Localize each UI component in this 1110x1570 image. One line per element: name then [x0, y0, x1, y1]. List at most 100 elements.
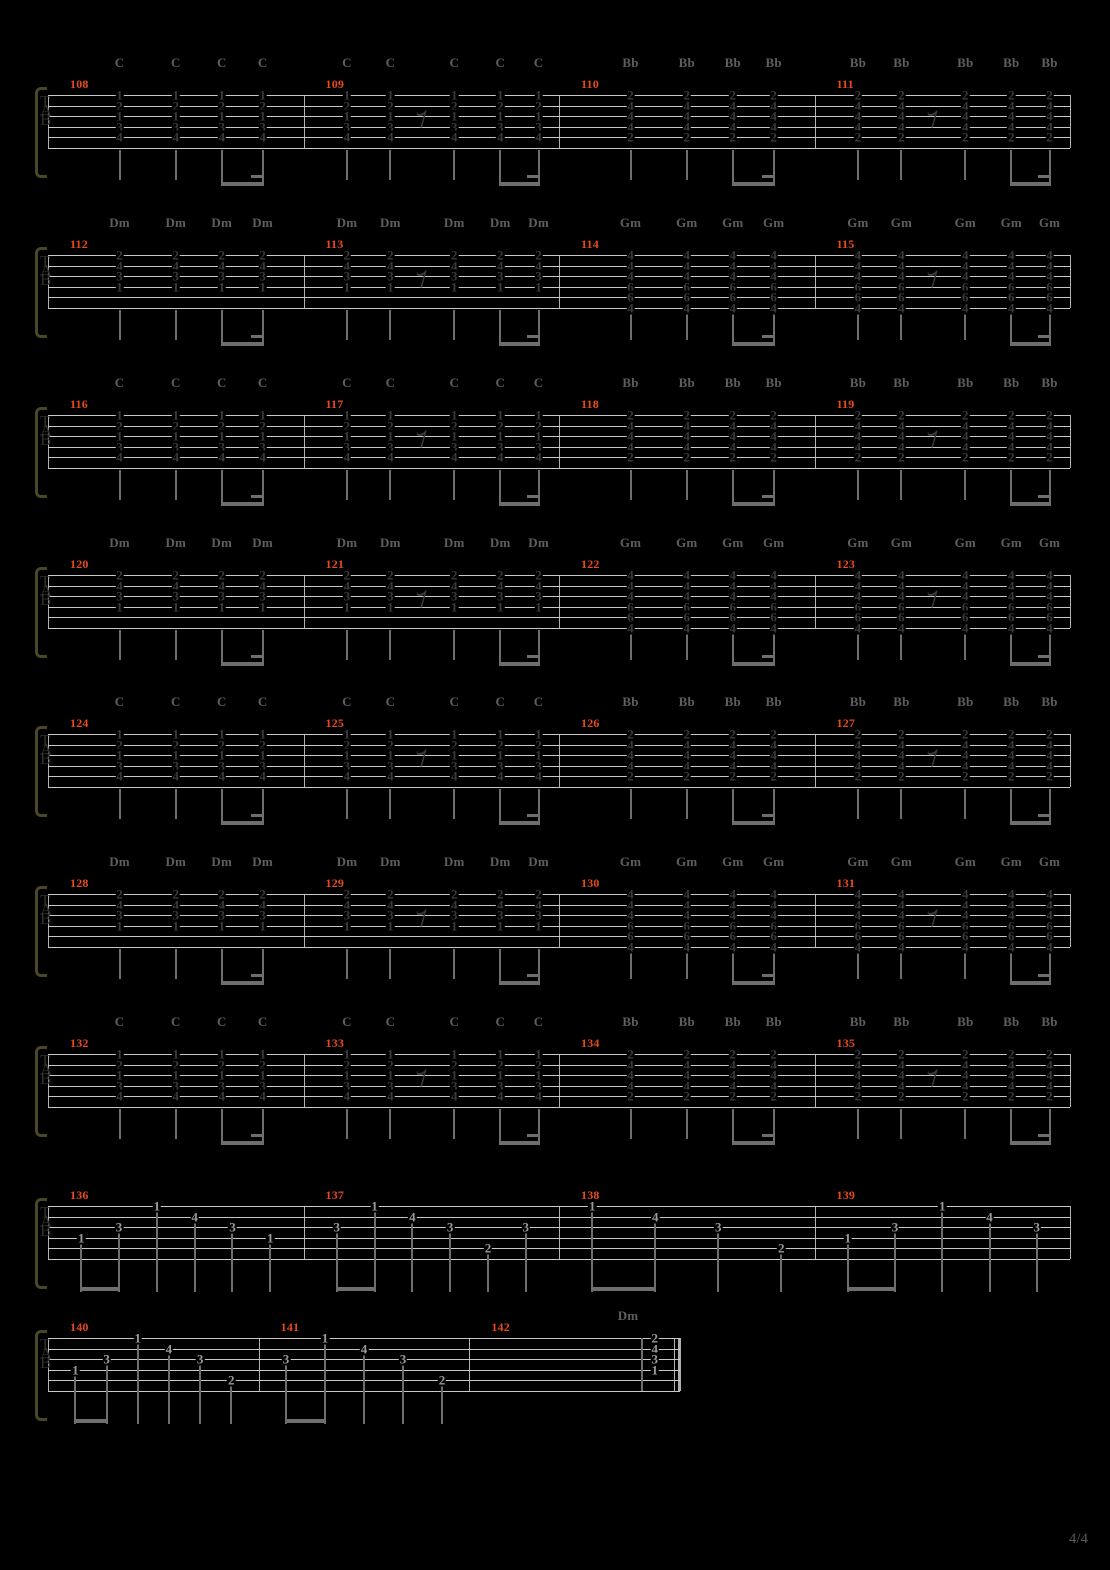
fret-number: 4	[769, 119, 778, 134]
fret-number: 2	[769, 407, 778, 423]
chord-symbol: Bb	[678, 694, 695, 709]
note-stem	[389, 149, 392, 180]
fret-number: 4	[853, 747, 863, 763]
fret-number: 4	[650, 1209, 660, 1224]
fret-number: 4	[534, 258, 543, 273]
chord-symbol: C	[114, 694, 125, 709]
measure-number: 119	[836, 397, 855, 411]
note-stem	[220, 629, 223, 664]
fret-number: 1	[449, 87, 459, 103]
fret-number: 4	[1045, 247, 1054, 263]
note-beam-secondary	[526, 334, 538, 338]
fret-number: 4	[626, 1057, 635, 1072]
note-stem	[685, 149, 688, 180]
fret-number: 2	[1045, 726, 1054, 742]
fret-number: 2	[449, 98, 459, 113]
fret-number: 3	[495, 439, 505, 454]
note-stem	[118, 948, 121, 979]
fret-number: 2	[171, 98, 180, 113]
fret-number: 4	[728, 886, 737, 902]
fret-number: 2	[534, 737, 543, 752]
fret-number: 2	[495, 98, 505, 113]
fret-number: 6	[853, 918, 863, 933]
note-stem	[345, 948, 348, 979]
note-beam-secondary	[1037, 813, 1049, 817]
note-stem	[453, 948, 456, 979]
fret-number: 4	[682, 268, 691, 284]
fret-number: 2	[960, 1046, 970, 1062]
chord-symbol: C	[533, 1014, 544, 1029]
fret-number: 6	[1045, 289, 1054, 305]
barline	[814, 894, 816, 947]
fret-number: 3	[217, 1078, 226, 1093]
measure-number: 127	[836, 716, 856, 730]
eighth-rest	[926, 907, 940, 936]
chord-symbol: Gm	[1038, 215, 1061, 230]
fret-number: 3	[534, 439, 543, 454]
fret-number: 4	[960, 567, 970, 583]
chord-symbol: Bb	[724, 375, 741, 390]
fret-number: 4	[171, 258, 180, 273]
fret-number: 6	[682, 928, 691, 944]
fret-number: 1	[258, 599, 267, 614]
fret-number: 1	[258, 87, 267, 103]
fret-number: 1	[258, 918, 267, 933]
note-stem	[220, 149, 223, 184]
note-beam	[335, 1286, 376, 1291]
fret-number: 1	[171, 279, 180, 294]
fret-number: 2	[728, 87, 737, 103]
fret-number: 2	[534, 1057, 543, 1072]
fret-number: 4	[853, 1067, 863, 1083]
fret-number: 4	[985, 1209, 994, 1224]
fret-number: 1	[938, 1198, 947, 1214]
barline	[1070, 894, 1071, 947]
fret-number: 4	[1045, 439, 1054, 454]
system-4-staff	[0, 575, 1110, 645]
note-stem	[231, 1232, 234, 1292]
fret-number: 1	[342, 428, 352, 444]
fret-number: 4	[682, 247, 691, 263]
fret-number: 3	[521, 1219, 531, 1235]
fret-number: 6	[1006, 279, 1016, 294]
fret-number: 3	[258, 758, 267, 773]
fret-number: 2	[171, 886, 180, 902]
fret-number: 1	[115, 1067, 124, 1083]
fret-number: 2	[217, 567, 226, 583]
fret-number: 6	[1045, 928, 1054, 944]
chord-symbol: Dm	[109, 535, 130, 550]
barline	[814, 1206, 816, 1259]
eighth-rest	[415, 268, 429, 297]
fret-number: 4	[495, 129, 505, 145]
fret-number: 4	[853, 620, 863, 635]
note-beam	[74, 1418, 108, 1423]
fret-number: 4	[960, 1078, 970, 1093]
string-line	[48, 307, 1070, 309]
fret-number: 4	[682, 588, 691, 604]
barline	[48, 1054, 49, 1107]
fret-number: 4	[115, 897, 124, 912]
fret-number: 4	[960, 247, 970, 263]
fret-number: 4	[769, 247, 778, 263]
chord-symbol: Dm	[336, 535, 358, 550]
fret-number: 4	[1045, 907, 1054, 923]
note-stem	[363, 1353, 365, 1424]
fret-number: 2	[897, 449, 906, 465]
measure-number: 135	[836, 1036, 856, 1050]
system-1: T A B 108 109 110 111 C C C C C C C C C Bb Bb Bb Bb Bb Bb Bb Bb…	[0, 55, 1110, 205]
fret-number: 1	[115, 279, 124, 294]
fret-number: 3	[495, 268, 505, 284]
barline	[48, 95, 49, 148]
fret-number: 4	[1045, 567, 1054, 583]
fret-number: 2	[495, 247, 505, 263]
measure-number: 129	[325, 876, 345, 890]
system-8: T A B 136 137 138 139 1 3 1 4 3 1 3 1 4 3 2 3 1 4 3 2 1 3 1 4 3	[0, 1168, 1110, 1318]
note-beam-secondary	[526, 494, 538, 498]
fret-number: 4	[682, 258, 691, 273]
barline	[303, 95, 305, 148]
chord-symbol: C	[449, 55, 460, 70]
fret-number: 2	[853, 1088, 863, 1104]
fret-number: 4	[960, 258, 970, 273]
